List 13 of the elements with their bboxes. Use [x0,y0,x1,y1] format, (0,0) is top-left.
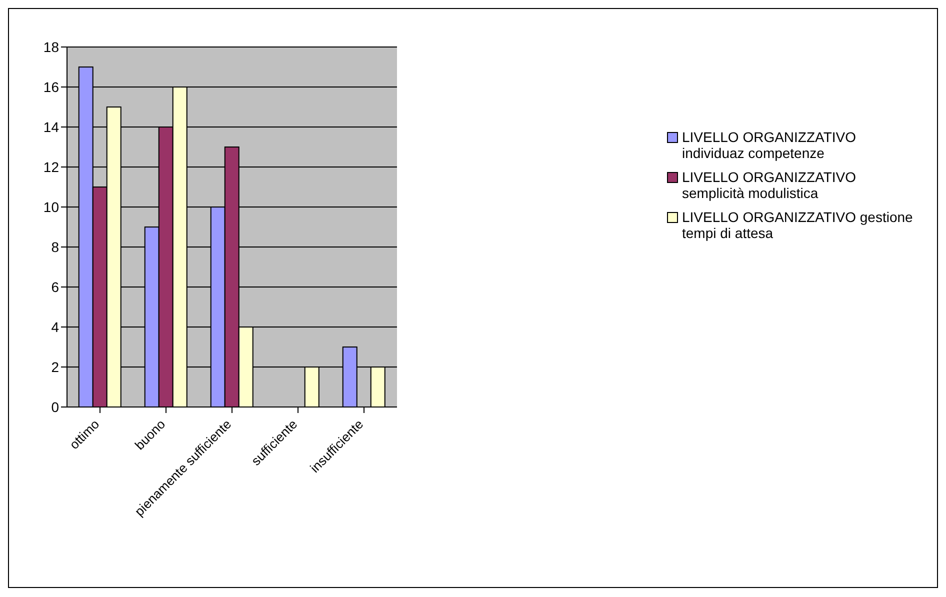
y-tick-label: 16 [43,78,60,95]
y-tick-label: 12 [43,158,60,175]
legend-label: LIVELLO ORGANIZZATIVO semplicità modulistica [682,169,858,201]
y-tick-label: 0 [51,398,60,415]
y-tick-label: 2 [51,358,60,375]
y-tick-label: 14 [43,118,60,135]
legend-label: LIVELLO ORGANIZZATIVO gestione tempi di attesa [682,209,914,241]
y-tick-label: 18 [43,38,60,55]
y-tick-label: 8 [51,238,60,255]
legend-label: LIVELLO ORGANIZZATIVO individuaz competenze [682,129,858,161]
y-tick-label: 10 [43,198,60,215]
y-tick-label: 6 [51,278,60,295]
y-tick-label: 4 [51,318,60,335]
